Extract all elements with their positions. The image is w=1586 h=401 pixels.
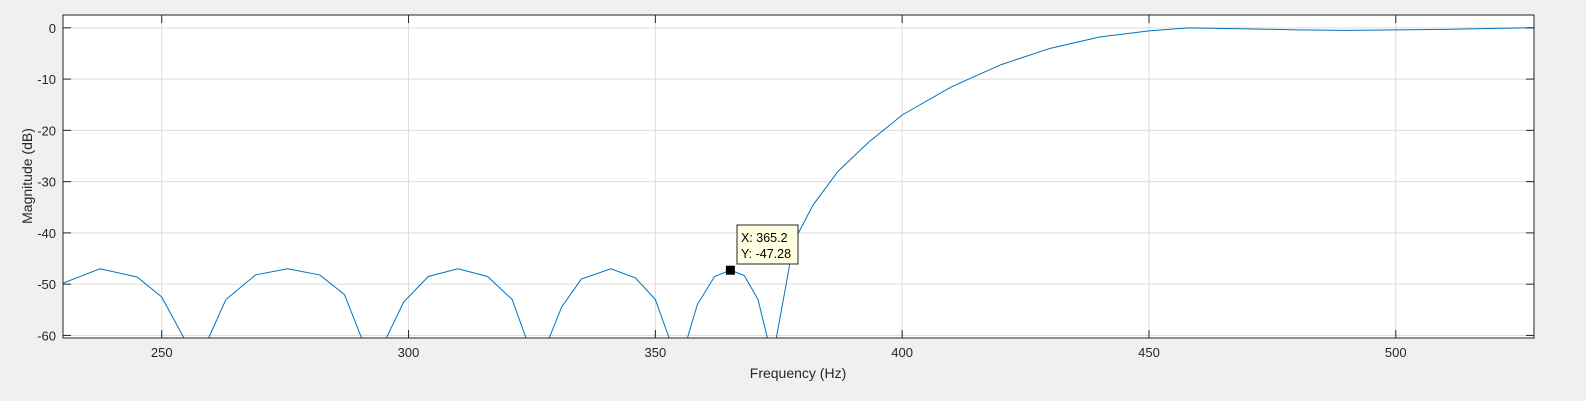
y-axis-label: Magnitude (dB) <box>19 128 35 224</box>
y-tick-label: -30 <box>37 175 56 190</box>
datatip[interactable]: X: 365.2 Y: -47.28 <box>725 224 799 275</box>
x-tick-label: 250 <box>151 345 173 360</box>
datatip-marker[interactable] <box>725 265 735 275</box>
magnitude-curve <box>63 27 1534 338</box>
x-tick-label: 350 <box>644 345 666 360</box>
y-tick-label: -10 <box>37 72 56 87</box>
curve-group <box>63 27 1534 338</box>
datatip-box <box>736 224 799 265</box>
datatip-x-label: X: 365.2 <box>741 231 788 245</box>
datatip-y-label: Y: -47.28 <box>741 247 791 261</box>
plot-area[interactable] <box>63 15 1534 338</box>
y-tick-label: -20 <box>37 123 56 138</box>
x-tick-label: 450 <box>1138 345 1160 360</box>
x-tick-label: 500 <box>1385 345 1407 360</box>
axis-ticks: 250 300 350 400 450 500 0 -10 -20 -30 -40 -50 -60 <box>37 15 1534 360</box>
y-tick-label: -60 <box>37 328 56 343</box>
y-tick-label: -40 <box>37 226 56 241</box>
x-tick-label: 300 <box>398 345 420 360</box>
y-tick-label: -50 <box>37 277 56 292</box>
plot-frame <box>62 14 1535 339</box>
y-tick-label: 0 <box>49 21 56 36</box>
x-axis-label: Frequency (Hz) <box>750 365 846 381</box>
x-tick-label: 400 <box>891 345 913 360</box>
